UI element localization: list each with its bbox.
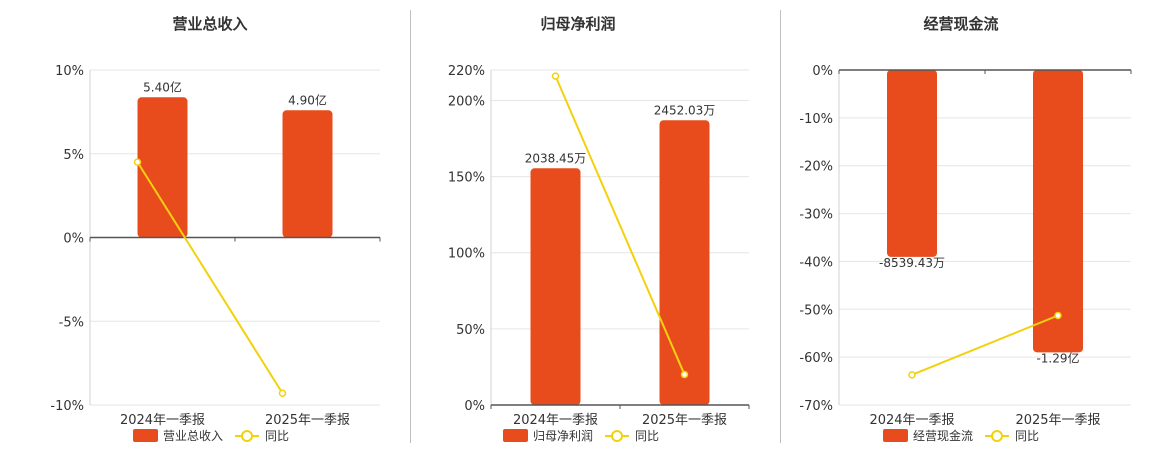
- legend-bar-swatch: [883, 429, 908, 442]
- x-tick-label: 2024年一季报: [120, 413, 205, 428]
- bar-data-label: 2452.03万: [654, 103, 716, 117]
- bar-2: [659, 120, 710, 405]
- legend-line-marker: [241, 430, 253, 442]
- y-tick-label: -10%: [50, 399, 84, 414]
- y-tick-label: -40%: [799, 255, 833, 270]
- y-tick-label: 100%: [448, 247, 485, 262]
- bar-data-label: 5.40亿: [143, 79, 182, 94]
- y-tick-label: 5%: [63, 148, 84, 163]
- y-tick-label: 0%: [464, 399, 485, 414]
- yoy-point: [133, 158, 142, 166]
- y-tick-label: -10%: [799, 112, 833, 127]
- yoy-line: [136, 161, 284, 394]
- x-tick-label: 2025年一季报: [265, 413, 350, 428]
- y-tick-label: -5%: [59, 315, 84, 330]
- x-tick-label: 2024年一季报: [513, 413, 598, 428]
- yoy-line: [554, 75, 686, 375]
- y-tick-label: 220%: [448, 64, 485, 79]
- legend-bar-label: 归母净利润: [533, 429, 593, 443]
- legend-line-label: 同比: [635, 429, 659, 443]
- bar-1: [530, 168, 581, 405]
- legend-bar-label: 营业总收入: [163, 429, 223, 443]
- chart-panel-cashflow: 经营现金流 0% -10% -20% -30% -40% -50% -60% -70% -8539…: [781, 0, 1160, 450]
- bar-1: [137, 97, 188, 238]
- legend-line-label: 同比: [1015, 429, 1039, 443]
- chart-title: 经营现金流: [923, 15, 998, 33]
- legend-bar-swatch: [503, 429, 528, 442]
- bar-data-label: 2038.45万: [525, 151, 587, 165]
- legend-line-label: 同比: [265, 429, 289, 443]
- legend-bar-swatch: [133, 429, 158, 442]
- bar-data-label: 4.90亿: [288, 92, 327, 107]
- bar-2: [1033, 70, 1083, 353]
- y-tick-label: -70%: [799, 399, 833, 414]
- legend-line-marker: [611, 430, 623, 442]
- chart-title: 营业总收入: [172, 15, 247, 33]
- legend-bar-label: 经营现金流: [913, 428, 973, 443]
- net-profit-chart: 归母净利润 220% 200% 150% 100% 50% 0% 2038.45万 2452.0…: [448, 15, 750, 443]
- yoy-point: [908, 371, 916, 379]
- y-tick-label: -60%: [799, 351, 833, 366]
- panel-divider: [410, 10, 411, 443]
- bar-2: [282, 110, 333, 238]
- yoy-point: [278, 389, 287, 398]
- cashflow-chart: 经营现金流 0% -10% -20% -30% -40% -50% -60% -70% -8539…: [799, 15, 1132, 443]
- chart-title: 归母净利润: [540, 15, 615, 33]
- x-tick-label: 2025年一季报: [642, 413, 727, 428]
- bar-data-label: -1.29亿: [1036, 350, 1079, 365]
- panel-divider: [780, 10, 781, 443]
- yoy-point: [1054, 311, 1062, 320]
- y-tick-label: 150%: [448, 171, 485, 186]
- yoy-point: [680, 370, 689, 379]
- y-tick-label: 0%: [812, 64, 833, 79]
- yoy-line: [911, 314, 1059, 376]
- y-tick-label: -30%: [799, 208, 833, 223]
- x-tick-label: 2025年一季报: [1015, 413, 1100, 428]
- x-tick-label: 2024年一季报: [869, 413, 954, 428]
- y-tick-label: -50%: [799, 303, 833, 318]
- y-tick-label: 0%: [63, 232, 84, 247]
- y-tick-label: 200%: [448, 94, 485, 109]
- chart-panel-net-profit: 归母净利润 220% 200% 150% 100% 50% 0% 2038.45万 2452.0…: [411, 0, 780, 450]
- revenue-chart: 营业总收入 10% 5% 0% -5% -10% 5.40亿 4.90亿 2024年一季报 202…: [50, 15, 381, 443]
- chart-panel-revenue: 营业总收入 10% 5% 0% -5% -10% 5.40亿 4.90亿 2024年一季报 202…: [0, 0, 410, 450]
- yoy-point: [551, 72, 560, 80]
- legend-line-marker: [991, 430, 1003, 442]
- bar-1: [887, 70, 937, 257]
- y-tick-label: -20%: [799, 160, 833, 175]
- y-tick-label: 50%: [456, 323, 485, 338]
- bar-data-label: -8539.43万: [879, 256, 945, 270]
- y-tick-label: 10%: [55, 64, 84, 79]
